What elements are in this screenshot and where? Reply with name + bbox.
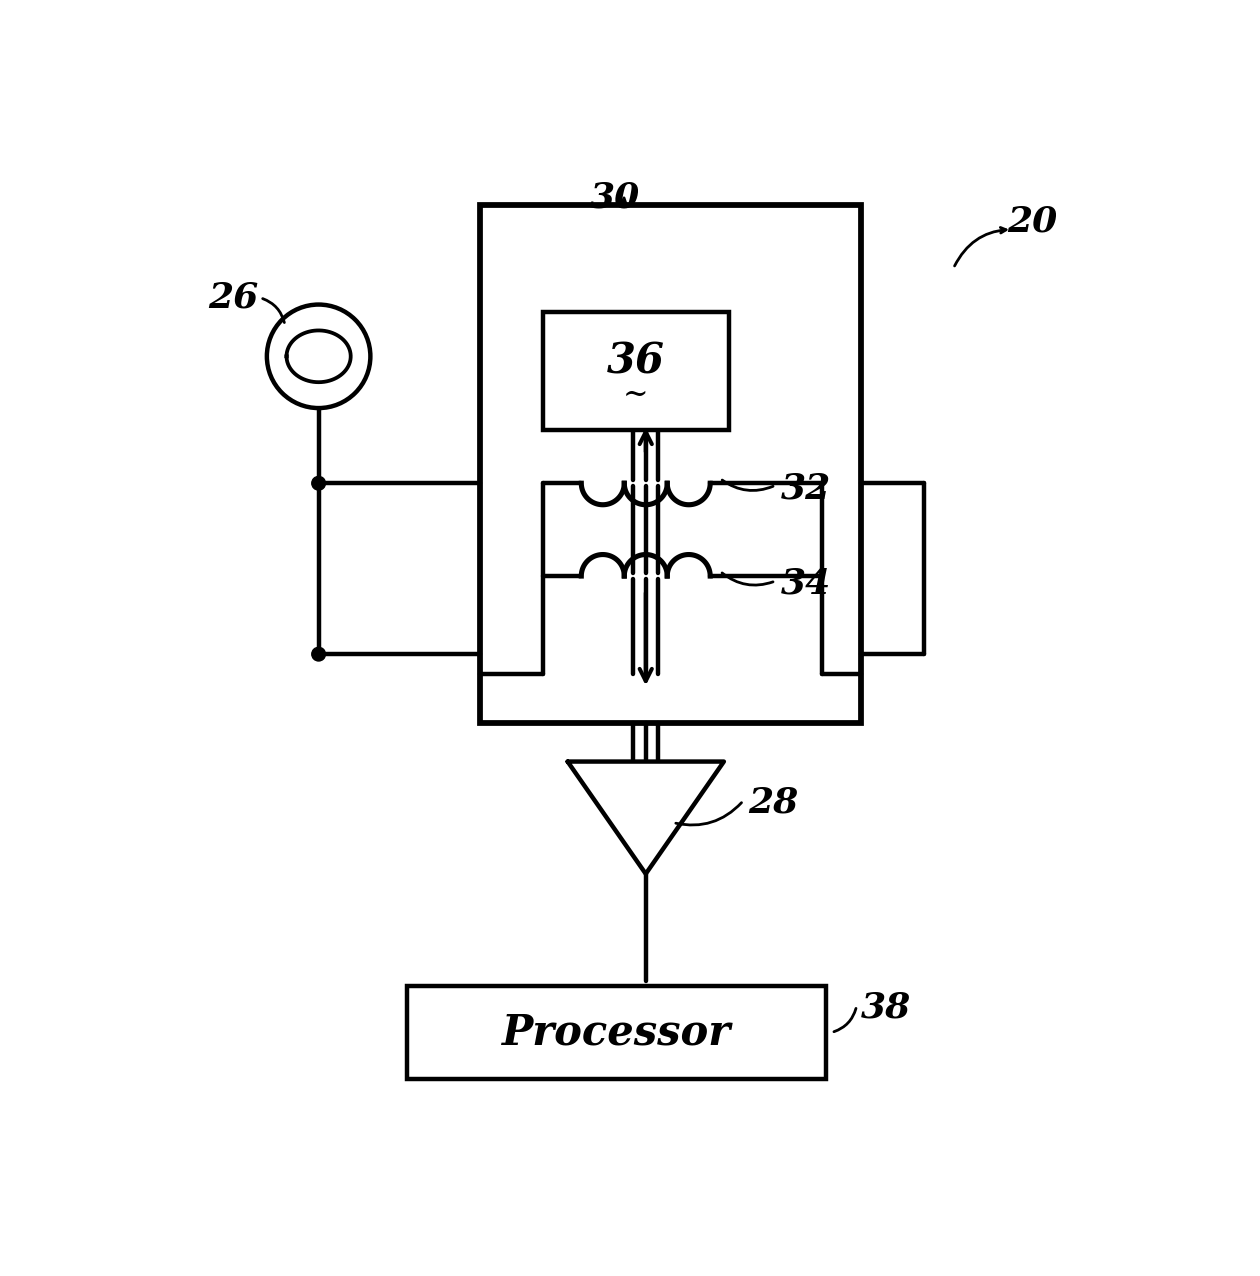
Circle shape [311, 476, 325, 490]
Circle shape [311, 647, 325, 661]
Bar [407, 986, 827, 1079]
Text: Processor: Processor [501, 1012, 731, 1054]
Text: 36: 36 [607, 341, 665, 383]
Text: 28: 28 [748, 786, 799, 819]
Bar [543, 313, 728, 430]
Polygon shape [567, 762, 723, 874]
Circle shape [267, 305, 370, 408]
Text: ~: ~ [624, 380, 649, 411]
Text: 26: 26 [208, 281, 258, 315]
Bar [480, 205, 861, 722]
Text: 20: 20 [1007, 204, 1057, 239]
Text: 30: 30 [590, 180, 640, 214]
Text: 38: 38 [861, 990, 911, 1025]
Text: 34: 34 [780, 567, 830, 601]
Text: 32: 32 [780, 471, 830, 505]
